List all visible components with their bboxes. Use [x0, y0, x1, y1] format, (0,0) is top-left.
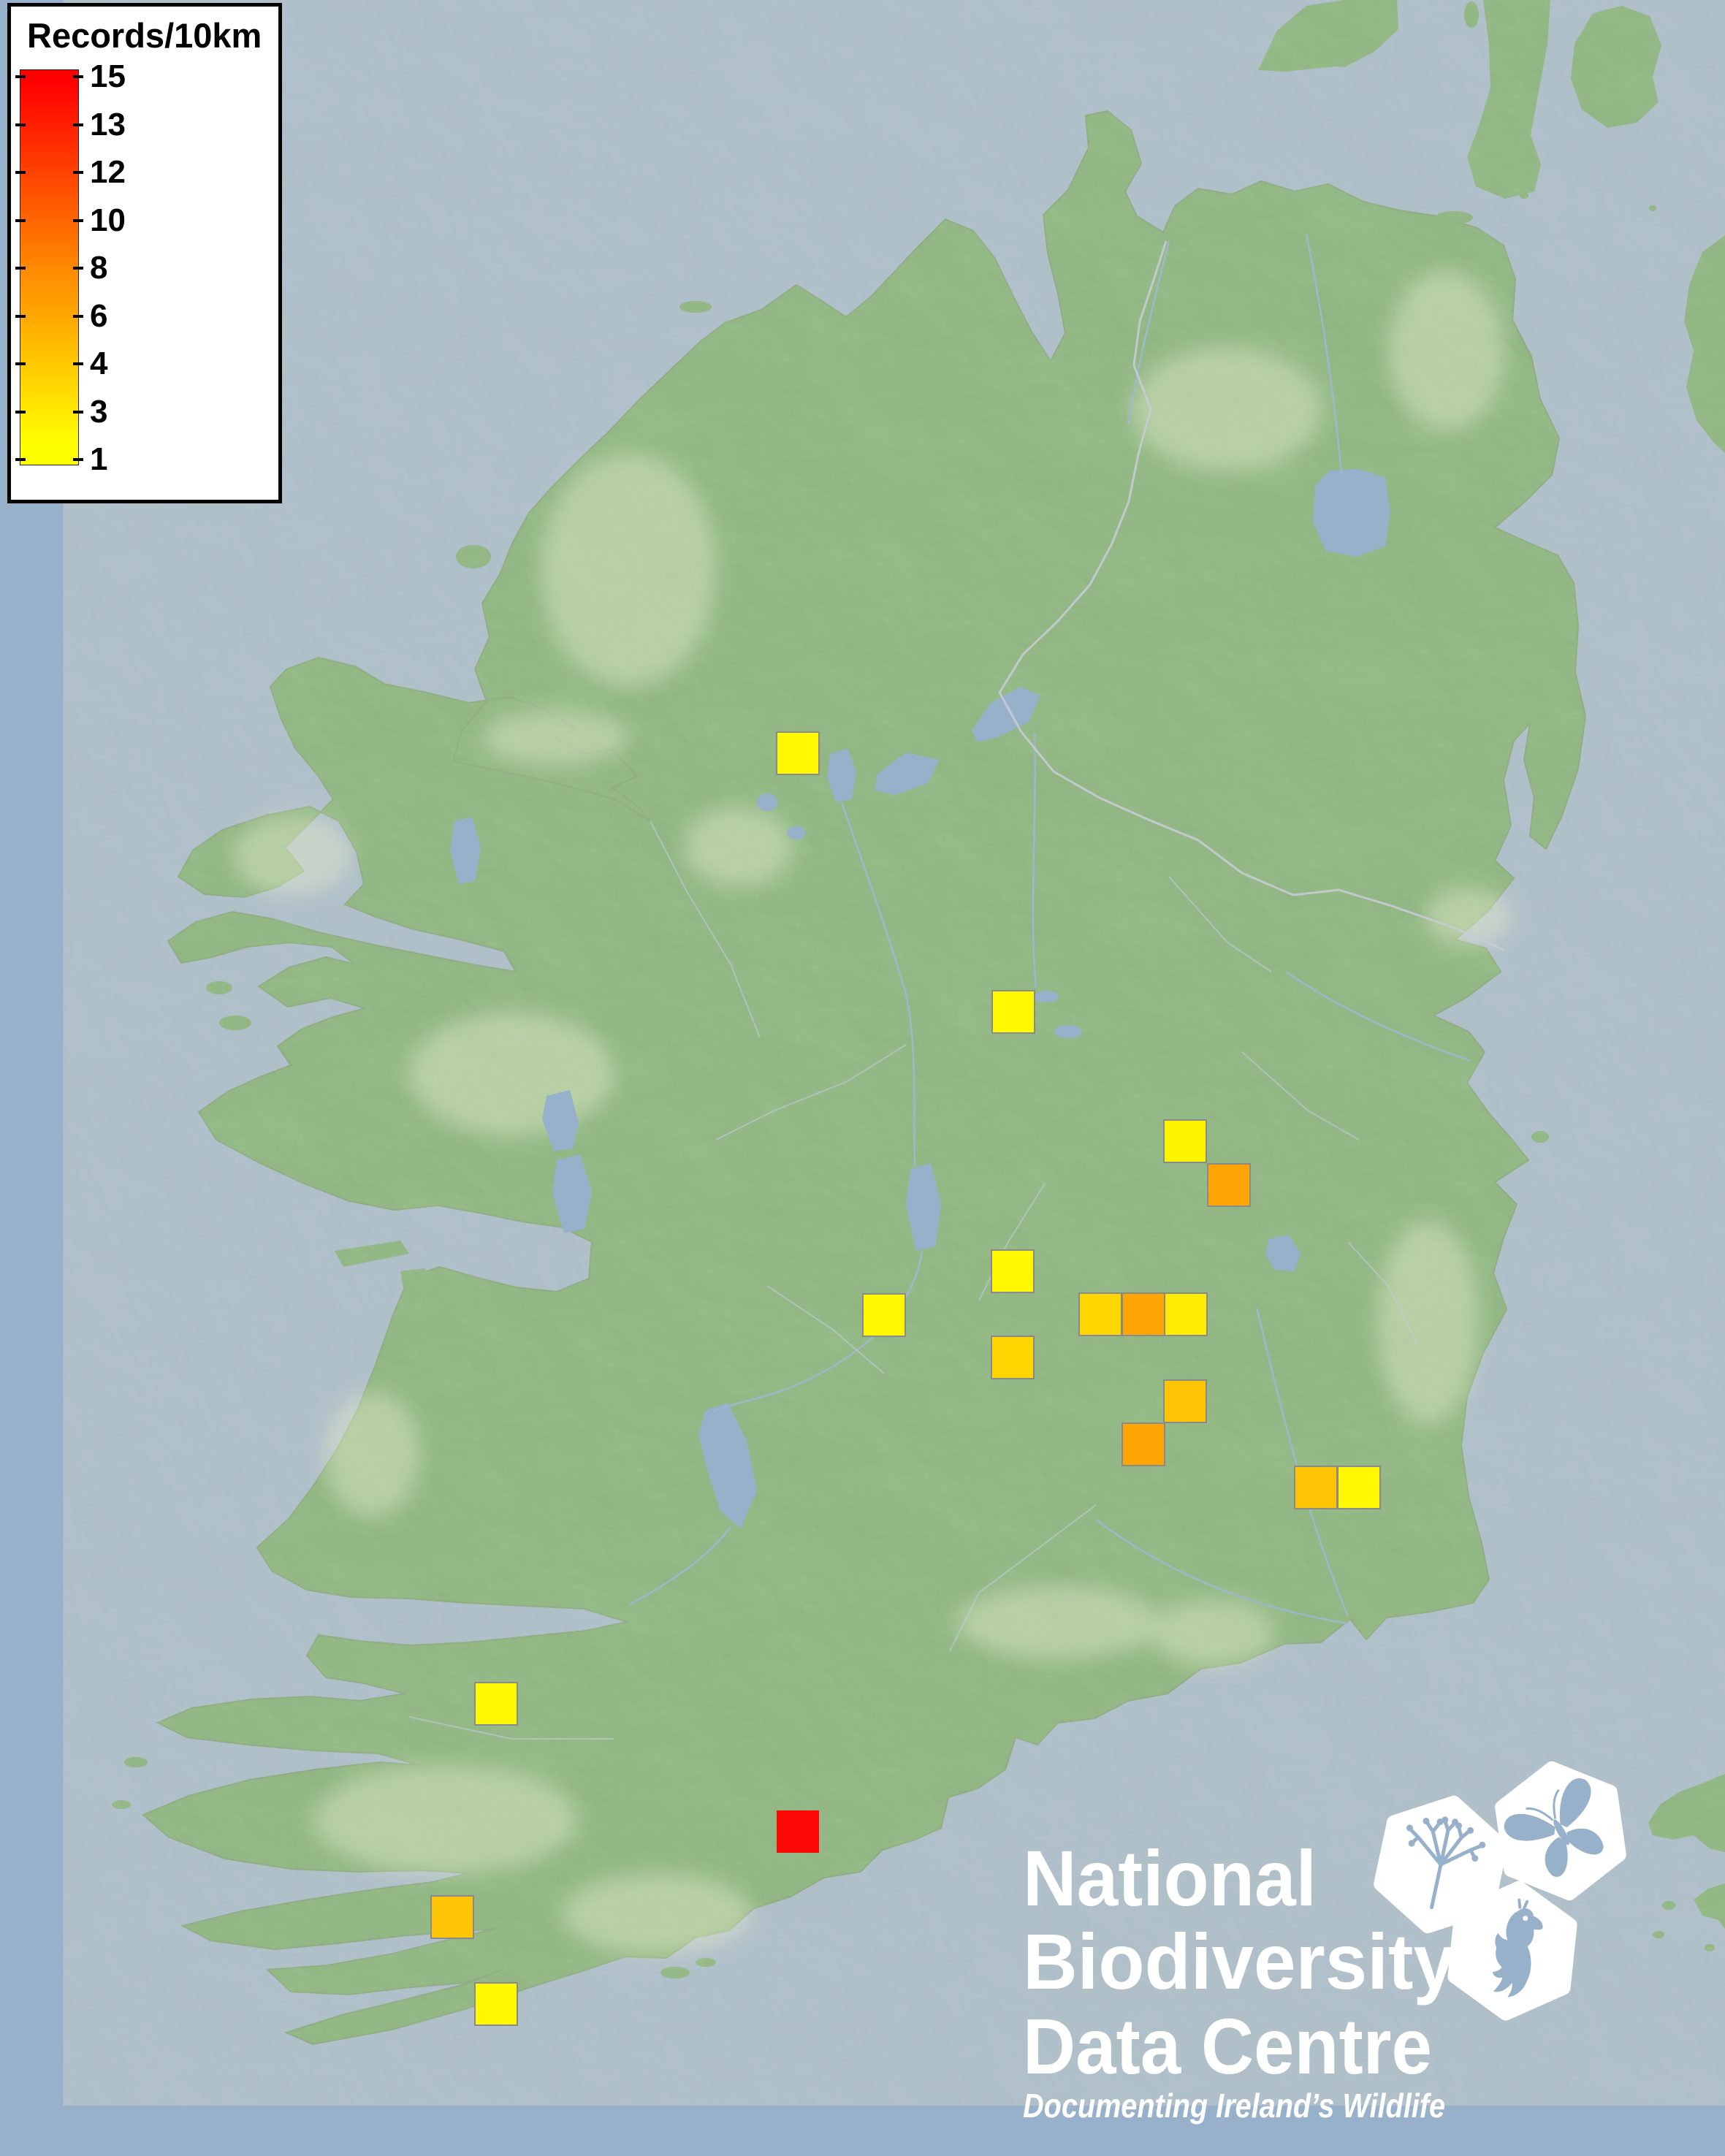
record-square — [991, 1249, 1035, 1293]
legend-tick-label: 1 — [90, 441, 108, 477]
legend-tickmark — [15, 314, 26, 318]
logo-tagline: Documenting Ireland’s Wildlife — [1023, 2087, 1445, 2125]
legend-tick-label: 3 — [90, 393, 108, 430]
record-square — [474, 1982, 518, 2026]
ni-border — [998, 240, 1504, 951]
legend-tickmark — [73, 171, 83, 174]
legend-tickmark — [15, 75, 26, 78]
record-squares-layer — [430, 731, 1381, 2026]
legend-tick-label: 12 — [90, 154, 126, 190]
legend-tickmark — [73, 123, 83, 126]
legend-tickmark — [15, 218, 26, 222]
record-square — [1078, 1292, 1122, 1336]
wales-coast — [1648, 1774, 1725, 1951]
record-square — [430, 1895, 474, 1939]
record-square — [991, 1336, 1035, 1379]
legend-tick-label: 15 — [90, 58, 126, 94]
rivers — [629, 233, 1471, 1625]
legend-tickmark — [73, 75, 83, 78]
landmasses — [112, 0, 1725, 2046]
record-square — [1163, 1379, 1207, 1423]
record-square — [862, 1293, 906, 1337]
legend-tickmark — [15, 362, 26, 365]
record-square — [1207, 1163, 1251, 1207]
record-square — [991, 990, 1035, 1034]
legend-tickmark — [15, 458, 26, 461]
legend-gradient-bar — [20, 69, 79, 465]
butterfly-icon — [1493, 1761, 1628, 1902]
record-square — [474, 1682, 518, 1726]
record-square — [1122, 1422, 1165, 1466]
legend-tickmark — [15, 267, 26, 270]
legend-tickmark — [73, 314, 83, 318]
logo-line-2: Biodiversity — [1023, 1917, 1455, 2005]
ireland-landmass — [142, 110, 1587, 2046]
legend-box: Records/10km 15 13 12 10 8 6 4 3 1 — [7, 3, 282, 503]
nbdc-logo: National Biodiversity Data Centre Docume… — [1023, 1761, 1628, 2125]
legend-tickmark — [15, 410, 26, 414]
lakes — [450, 469, 1390, 1528]
legend-tick-label: 10 — [90, 202, 126, 238]
legend-tickmark — [15, 123, 26, 126]
legend-tickmark — [73, 218, 83, 222]
legend-tickmark — [73, 410, 83, 414]
scotland-coast — [1258, 0, 1725, 453]
record-square — [1294, 1466, 1338, 1509]
legend-tickmark — [73, 458, 83, 461]
logo-line-3: Data Centre — [1023, 2002, 1432, 2090]
upland-relief — [234, 270, 1512, 1954]
legend-tick-label: 6 — [90, 297, 108, 334]
record-square — [777, 1810, 819, 1853]
legend-tickmark — [15, 171, 26, 174]
record-square — [1122, 1292, 1165, 1336]
seahorse-icon — [1452, 1883, 1573, 2019]
legend-tick-label: 13 — [90, 106, 126, 142]
logo-line-1: National — [1023, 1834, 1317, 1922]
record-square — [1163, 1119, 1207, 1163]
legend-tickmark — [73, 362, 83, 365]
record-square — [1164, 1292, 1208, 1336]
record-square — [1337, 1466, 1381, 1509]
plant-icon — [1374, 1791, 1507, 1937]
legend-title: Records/10km — [27, 16, 262, 55]
legend-tickmark — [73, 267, 83, 270]
record-square — [776, 731, 820, 775]
offshore-islands — [112, 211, 1549, 1978]
legend-tick-label: 4 — [90, 346, 108, 381]
county-borders — [408, 820, 1418, 1740]
legend-tick-label: 8 — [90, 250, 108, 286]
